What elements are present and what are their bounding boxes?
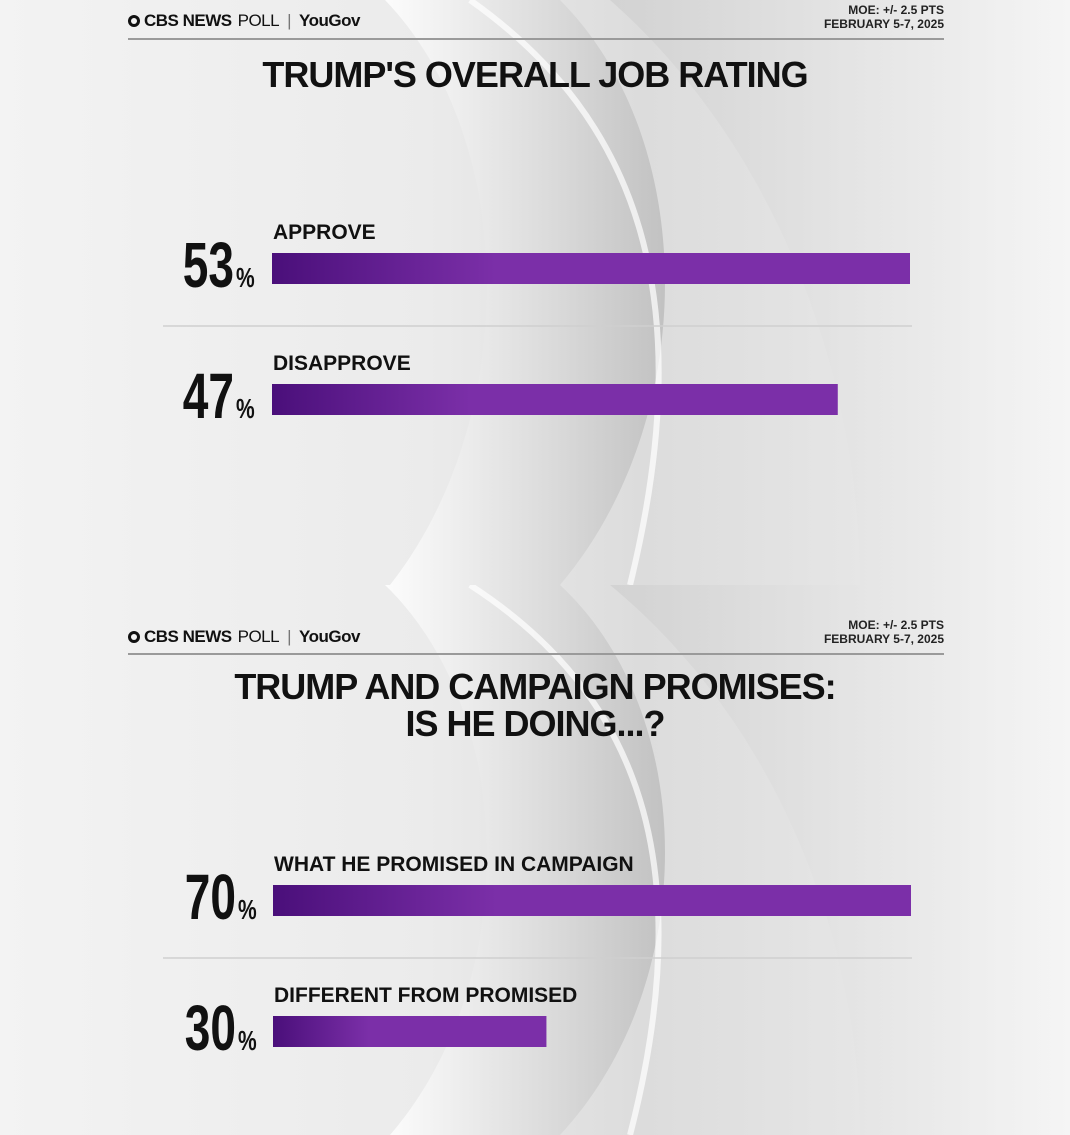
percent-sign: % [238,895,257,926]
brand-separator: | [287,627,292,646]
bar-label: DISAPPROVE [273,352,411,375]
brand-header: CBS NEWS POLL | YouGov [128,627,360,647]
cbs-eye-icon [128,631,140,643]
bar-label: APPROVE [273,221,376,244]
value-label: 30 [185,993,236,1064]
chart-title: TRUMP'S OVERALL JOB RATING [262,54,808,95]
chart-job-rating: APPROVE 53 % DISAPPROVE 47% [163,221,912,432]
bar [272,384,838,415]
poll-dates: FEBRUARY 5-7, 2025 [823,17,944,31]
chart-title-line1: TRUMP AND CAMPAIGN PROMISES: [234,666,836,707]
poll-panel-campaign-promises: CBS NEWS POLL | YouGov MOE: +/- 2.5 PTS … [0,585,1070,1135]
poll-dates: FEBRUARY 5-7, 2025 [823,632,944,646]
percent-sign: % [236,263,255,294]
brand-network: CBS NEWS [144,11,232,30]
cbs-eye-icon [128,15,140,27]
bar [273,1016,547,1047]
brand-poll: POLL [237,627,280,646]
brand-header: CBS NEWS POLL | YouGov [128,11,360,31]
header-rule [128,653,944,655]
value-label: 70 [185,862,236,933]
value-label: 53 [183,230,234,301]
brand-partner: YouGov [299,11,360,30]
chart-title-line2: IS HE DOING...? [405,703,665,744]
bar-label: DIFFERENT FROM PROMISED [274,984,577,1007]
moe-text: MOE: +/- 2.5 PTS [848,3,944,17]
brand-poll: POLL [237,11,280,30]
header-rule [128,38,944,40]
brand-separator: | [287,11,292,30]
brand-network: CBS NEWS [144,627,232,646]
bar [273,885,911,916]
moe-block: MOE: +/- 2.5 PTS FEBRUARY 5-7, 2025 [824,618,944,646]
poll-panel-job-rating: CBS NEWS POLL | YouGov MOE: +/- 2.5 PTS … [0,0,1070,585]
percent-sign: % [236,394,255,425]
brand-partner: YouGov [299,627,360,646]
bar [272,253,910,284]
value-label: 47 [183,361,234,432]
background-swoosh [385,585,1070,1135]
moe-block: MOE: +/- 2.5 PTS FEBRUARY 5-7, 2025 [824,3,944,31]
bar-label: WHAT HE PROMISED IN CAMPAIGN [274,853,634,876]
percent-sign: % [238,1026,257,1057]
chart-campaign-promises: WHAT HE PROMISED IN CAMPAIGN 70 % DIFFERENT… [163,853,912,1064]
background-swoosh [385,0,1070,585]
moe-text: MOE: +/- 2.5 PTS [848,618,944,632]
